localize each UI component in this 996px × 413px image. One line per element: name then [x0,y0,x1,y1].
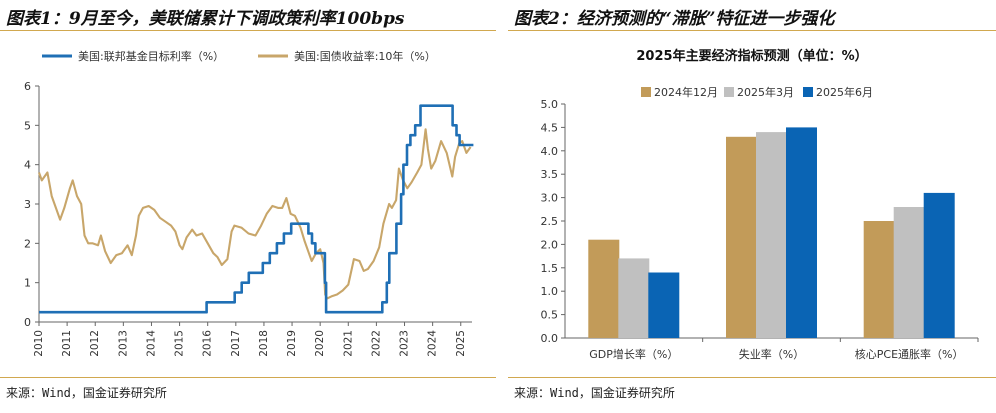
y-tick-label: 4.5 [541,121,559,134]
legend-label: 美国:联邦基金目标利率（%） [78,49,224,63]
legend-swatch [724,87,734,97]
y-tick-label: 3 [24,198,31,211]
bar [756,132,787,338]
y-tick-label: 4 [24,159,31,172]
x-category-label: 失业率（%） [739,347,804,361]
x-tick-label: 2013 [117,330,129,357]
x-tick-label: 2024 [427,330,439,357]
x-tick-label: 2014 [145,330,157,357]
bar [786,127,817,339]
y-tick-label: 3.5 [541,168,559,181]
x-tick-label: 2012 [89,330,101,357]
y-tick-label: 2.0 [541,238,559,251]
x-category-label: GDP增长率（%） [589,347,678,361]
bar [648,272,680,338]
legend-swatch [641,87,651,97]
legend-label: 2025年3月 [737,85,794,99]
right-title: 图表2：经济预测的“滞胀”特征进一步强化 [514,9,835,29]
bar [588,239,620,338]
x-tick-label: 2019 [286,330,298,357]
left-source: 来源：Wind，国金证券研究所 [6,386,167,400]
x-category-label: 核心PCE通胀率（%） [855,347,964,361]
x-tick-label: 2025 [455,330,467,357]
x-tick-label: 2023 [399,330,411,357]
legend-label: 2024年12月 [654,85,718,99]
x-tick-label: 2017 [230,330,242,357]
series-line-fed-rate [39,104,474,314]
bar [923,192,955,338]
y-tick-label: 0.5 [541,309,559,322]
bar-chart-title: 2025年主要经济指标预测（单位：%） [636,48,867,64]
y-tick-label: 1.5 [541,262,559,275]
left-title: 图表1：9月至今，美联储累计下调政策利率100bps [6,9,405,29]
bar [618,258,650,338]
x-tick-label: 2021 [342,330,354,357]
left-title-rule [0,30,496,31]
x-tick-label: 2018 [258,330,270,357]
y-tick-label: 2.5 [541,215,559,228]
right-panel: 图表2：经济预测的“滞胀”特征进一步强化 2025年主要经济指标预测（单位：%）… [508,0,996,413]
y-tick-label: 5.0 [541,98,559,111]
y-tick-label: 6 [24,80,31,93]
right-source-rule [508,377,996,378]
x-tick-label: 2016 [202,330,214,357]
y-tick-label: 0.0 [541,332,559,345]
legend-swatch [803,87,813,97]
bar [863,221,895,338]
y-tick-label: 1.0 [541,285,559,298]
y-tick-label: 2 [24,237,31,250]
x-tick-label: 2010 [33,330,45,357]
line-chart: 0 1 2 3 4 5 6 2010 2011 2012 2013 2014 2015 2016 2017 2… [24,49,474,357]
right-title-rule [508,30,996,31]
legend-label: 美国:国债收益率:10年（%） [294,49,436,63]
y-tick-label: 1 [24,277,31,290]
x-tick-label: 2015 [174,330,186,357]
bar [893,207,925,338]
bar [726,136,757,338]
x-tick-label: 2011 [61,330,73,357]
y-tick-label: 3.0 [541,192,559,205]
left-source-rule [0,377,496,378]
y-tick-label: 5 [24,119,31,132]
bar-chart: 2025年主要经济指标预测（单位：%） 2024年12月 2025年3月 2025年6… [541,48,979,361]
legend-label: 2025年6月 [816,85,873,99]
left-panel: 图表1：9月至今，美联储累计下调政策利率100bps 0 1 2 3 4 5 6 2010 20… [0,0,496,413]
right-source: 来源：Wind，国金证券研究所 [514,386,675,400]
x-tick-label: 2020 [314,330,326,357]
x-tick-label: 2022 [370,330,382,357]
y-tick-label: 0 [24,316,31,329]
y-tick-label: 4.0 [541,145,559,158]
